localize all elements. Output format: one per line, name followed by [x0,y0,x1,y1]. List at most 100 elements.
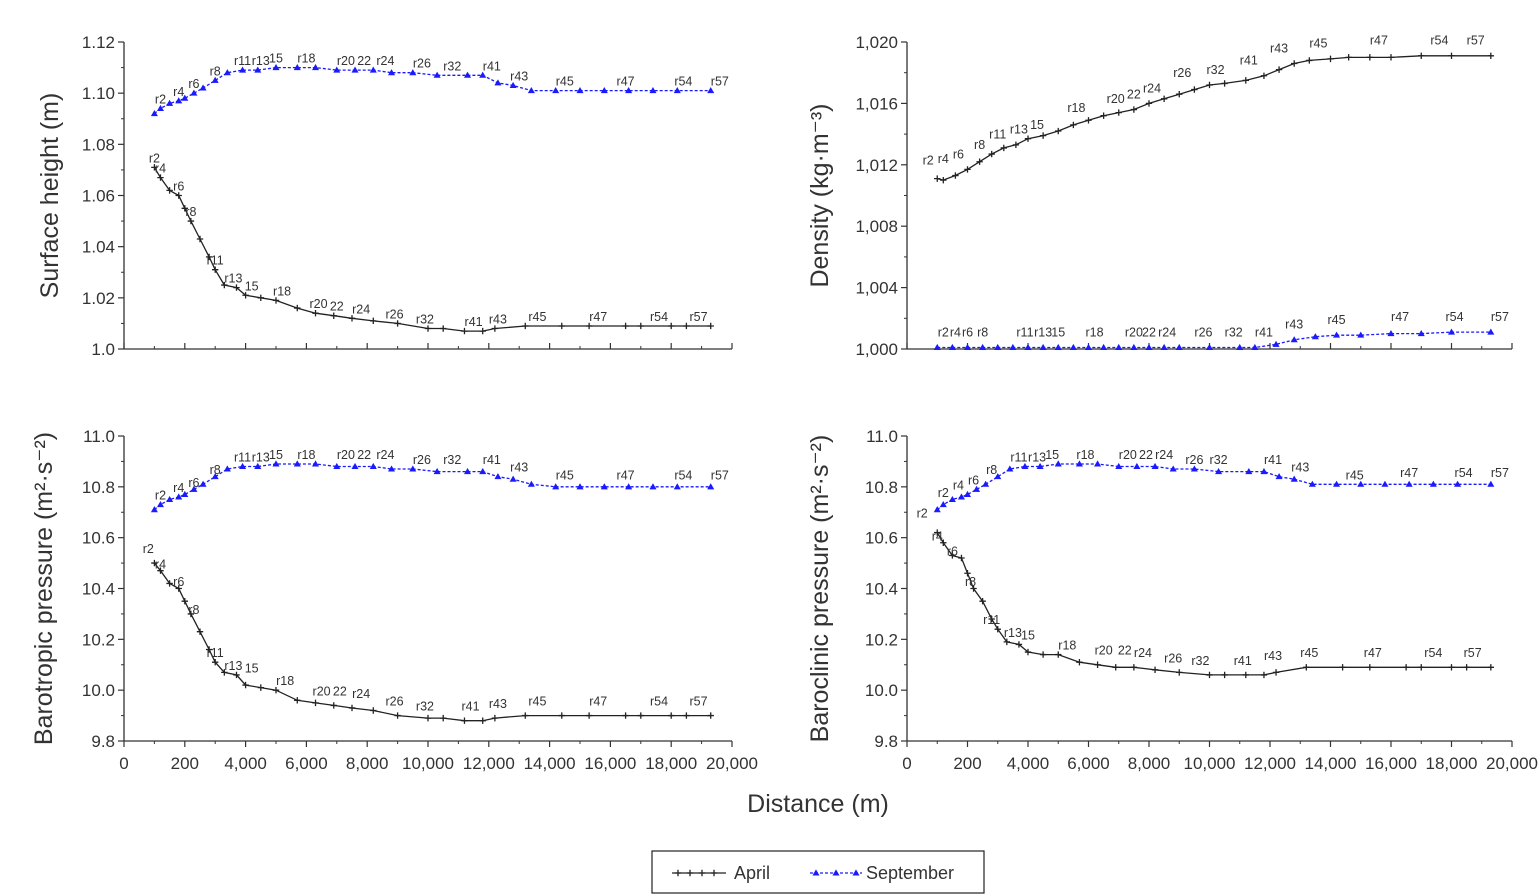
station-label: r41 [1264,453,1282,467]
data-point [1206,81,1213,89]
data-point [294,697,301,704]
data-point [1190,465,1198,472]
data-point [242,292,249,299]
x-tick-label: 10,000 [402,754,454,773]
data-point [1145,343,1153,350]
station-label: r13 [1028,451,1046,465]
data-point [175,192,182,199]
data-point [979,343,987,350]
station-label: r4 [950,325,961,339]
data-point [1487,664,1495,671]
data-point [461,717,468,724]
station-label: r6 [173,180,184,194]
data-point [211,76,219,83]
station-label: r13 [252,451,270,465]
station-label: r11 [1010,451,1027,465]
data-point [949,552,956,559]
station-label: r24 [352,302,370,316]
station-label: r45 [556,468,574,482]
x-axis-title: Distance (m) [747,790,889,818]
data-point [1418,664,1425,671]
y-tick-label: 1,008 [855,217,898,236]
station-label: r57 [1491,466,1509,480]
data-point [181,94,189,101]
data-point [1447,328,1456,335]
data-point [312,460,320,467]
data-point [479,467,487,475]
data-point [1275,66,1283,73]
data-point [1215,467,1223,475]
data-point [1054,343,1062,350]
data-point [940,176,947,184]
data-point [369,66,377,73]
data-point [166,495,174,503]
data-point [233,284,240,291]
data-point [199,480,207,487]
data-point [156,501,164,508]
station-label: 15 [1030,118,1044,132]
station-label: r54 [1445,310,1463,324]
data-point [1024,135,1032,142]
y-tick-label: 10.6 [82,529,115,548]
station-label: r11 [983,613,1000,627]
data-point [1221,80,1228,87]
data-point [175,493,183,500]
y-tick-label: 1.08 [82,135,115,154]
station-label: r24 [1143,81,1161,95]
data-point [994,343,1002,350]
data-point [479,717,486,724]
data-point [979,598,986,605]
data-point [683,712,690,719]
legend-frame [651,850,985,894]
station-label: r11 [207,254,224,268]
y-tick-label: 10.6 [865,529,898,548]
data-point [637,322,644,330]
data-point [369,462,377,469]
data-point [1024,343,1032,350]
data-point [1115,109,1122,116]
data-point [1405,480,1413,487]
station-label: r2 [938,486,949,500]
data-point [1133,462,1141,469]
data-point [254,66,262,73]
data-point [522,322,529,330]
station-label: r6 [188,77,199,91]
station-label: r8 [185,205,196,219]
station-label: r24 [376,54,394,68]
data-point [1333,331,1341,338]
data-point [157,174,164,181]
station-label: r8 [986,463,997,477]
station-label: r4 [938,152,949,166]
data-point [312,309,319,317]
data-point [1100,112,1107,119]
data-point [1009,343,1017,350]
y-tick-label: 10.4 [865,580,898,599]
data-point [973,485,981,492]
station-label: r32 [443,59,461,73]
station-label: r57 [711,468,729,482]
y-tick-label: 1,012 [855,156,898,175]
station-label: 15 [1045,448,1059,462]
data-point [1130,664,1138,671]
data-point [649,483,657,490]
station-label: r13 [1010,123,1028,137]
data-point [242,681,249,689]
data-point [187,610,195,618]
data-point [196,628,204,635]
data-point [552,87,560,94]
station-label: r20 [313,684,331,698]
data-point [673,483,681,490]
data-point [1448,664,1455,671]
data-point [1151,666,1159,674]
y-tick-label: 10.2 [82,630,115,649]
station-label: r47 [589,695,607,709]
data-point [151,164,158,171]
data-point [257,294,264,302]
data-point [1112,664,1119,671]
legend-september-marker [812,869,820,876]
station-label: r57 [711,75,729,89]
data-point [388,69,396,76]
x-tick-label: 14,000 [524,754,576,773]
data-point [1487,52,1495,60]
data-point [1055,127,1062,135]
